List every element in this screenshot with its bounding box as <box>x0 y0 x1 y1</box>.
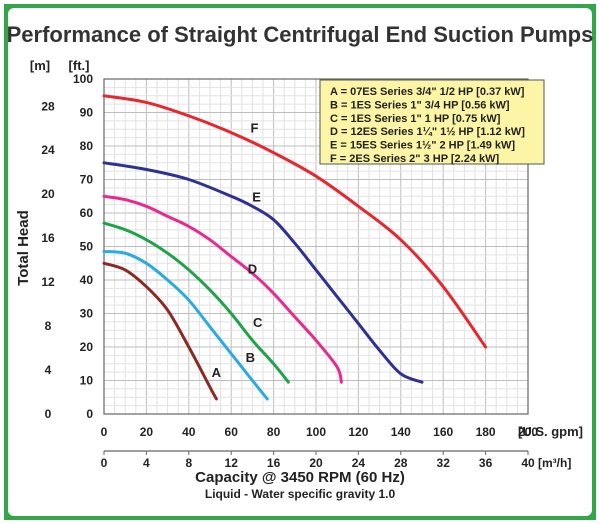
y-tick-label-ft: 0 <box>86 407 93 421</box>
x-tick-label-gpm: 40 <box>182 425 196 439</box>
x-tick-label-gpm: 0 <box>101 425 108 439</box>
chart-frame: Performance of Straight Centrifugal End … <box>4 4 596 520</box>
legend-box <box>319 79 545 165</box>
legend-entry: A = 07ES Series 3/4" 1/2 HP [0.37 kW] <box>330 86 525 98</box>
curve-label-f: F <box>251 121 259 136</box>
x-tick-label-gpm: 140 <box>391 425 411 439</box>
series-line-d <box>102 194 343 384</box>
y-tick-label-ft: 10 <box>80 374 94 388</box>
series-line-b <box>102 250 269 401</box>
chart-subtitle: Liquid - Water specific gravity 1.0 <box>205 487 396 501</box>
y-tick-label-m: 28 <box>41 99 55 113</box>
series-line-c <box>102 221 290 384</box>
y-axis: 0 10 20 30 40 50 60 70 80 90 100 0 4 8 12 16 20 24 28 <box>41 72 93 421</box>
y-unit-meters: [m] <box>30 58 50 73</box>
curve-label-d: D <box>248 261 257 276</box>
x-axis: 0 20 40 60 80 100 120 140 160 180 200 0 4 8 12 16 20 24 28… <box>101 425 539 470</box>
y-tick-label-ft: 50 <box>80 240 94 254</box>
series-lines <box>102 94 488 401</box>
y-tick-label-m: 8 <box>45 319 52 333</box>
x-tick-label-gpm: 120 <box>348 425 368 439</box>
y-tick-label-ft: 20 <box>80 340 94 354</box>
legend-entry: C = 1ES Series 1" 1 HP [0.75 kW] <box>330 113 501 125</box>
y-unit-feet: [ft.] <box>69 58 90 73</box>
x-unit-gpm: [U.S. gpm] <box>518 424 583 439</box>
x-tick-label-m3h: 36 <box>479 456 493 470</box>
series-line-f <box>102 94 488 349</box>
x-tick-label-gpm: 20 <box>140 425 154 439</box>
legend: A = 07ES Series 3/4" 1/2 HP [0.37 kW]B =… <box>319 79 545 165</box>
x-tick-label-m3h: 28 <box>394 456 408 470</box>
legend-entry: B = 1ES Series 1" 3/4 HP [0.56 kW] <box>330 99 510 111</box>
x-tick-label-gpm: 80 <box>267 425 281 439</box>
y-tick-label-m: 4 <box>45 363 52 377</box>
series-line-a <box>102 261 218 401</box>
x-tick-label-gpm: 160 <box>433 425 453 439</box>
y-tick-label-m: 16 <box>41 231 55 245</box>
legend-entry: E = 15ES Series 1½" 2 HP [1.49 kW] <box>330 140 515 152</box>
x-tick-label-gpm: 200 <box>518 425 538 439</box>
x-tick-label-m3h: 40 <box>521 456 535 470</box>
curve-label-b: B <box>246 350 255 365</box>
x-axis-label: Capacity @ 3450 RPM (60 Hz) <box>195 469 405 486</box>
x-tick-label-m3h: 4 <box>143 456 150 470</box>
y-tick-label-ft: 80 <box>80 139 94 153</box>
y-axis-label: Total Head <box>15 210 32 286</box>
x-tick-label-gpm: 180 <box>476 425 496 439</box>
y-tick-label-m: 24 <box>41 143 55 157</box>
y-tick-label-ft: 60 <box>80 206 94 220</box>
x-tick-label-gpm: 100 <box>306 425 326 439</box>
y-tick-label-ft: 70 <box>80 173 94 187</box>
x-unit-m3h: [m³/h] <box>538 456 571 470</box>
x-tick-label-gpm: 60 <box>225 425 239 439</box>
curve-label-e: E <box>252 189 261 204</box>
x-tick-label-m3h: 24 <box>352 456 366 470</box>
chart-title: Performance of Straight Centrifugal End … <box>7 22 594 47</box>
y-tick-label-m: 12 <box>41 275 55 289</box>
series-line-e <box>102 161 424 384</box>
pump-performance-chart: Performance of Straight Centrifugal End … <box>4 4 596 520</box>
x-tick-label-m3h: 0 <box>101 456 108 470</box>
plot-border <box>103 78 529 415</box>
y-tick-label-ft: 100 <box>73 72 93 86</box>
y-tick-label-m: 20 <box>41 187 55 201</box>
y-tick-label-ft: 90 <box>80 106 94 120</box>
curve-labels: A B C D E F <box>212 121 263 381</box>
x-tick-label-m3h: 32 <box>437 456 451 470</box>
x-tick-label-m3h: 20 <box>309 456 323 470</box>
y-tick-label-ft: 30 <box>80 307 94 321</box>
x-tick-label-m3h: 12 <box>225 456 239 470</box>
curve-label-c: C <box>253 315 263 330</box>
legend-entry: D = 12ES Series 1¼" 1½ HP [1.12 kW] <box>330 126 525 138</box>
legend-entry: F = 2ES Series 2" 3 HP [2.24 kW] <box>330 153 500 165</box>
curve-label-a: A <box>212 365 222 380</box>
y-tick-label-m: 0 <box>45 407 52 421</box>
x-tick-label-m3h: 16 <box>267 456 281 470</box>
y-tick-label-ft: 40 <box>80 273 94 287</box>
x-tick-label-m3h: 8 <box>185 456 192 470</box>
